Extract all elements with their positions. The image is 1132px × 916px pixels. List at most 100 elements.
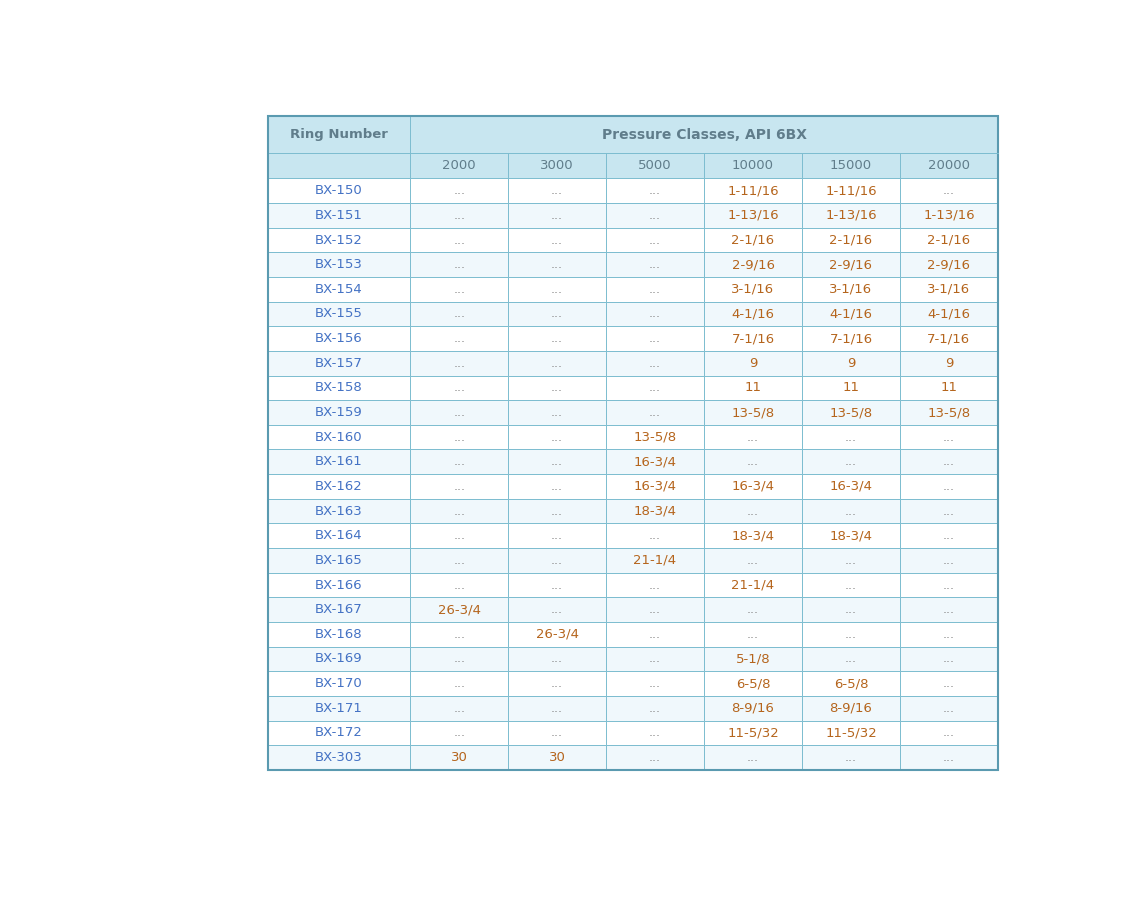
Text: 2-1/16: 2-1/16 (927, 234, 970, 246)
Bar (410, 277, 508, 301)
Text: 4-1/16: 4-1/16 (731, 308, 774, 321)
Bar (268, 671, 410, 696)
Bar (801, 228, 900, 253)
Text: ...: ... (551, 554, 563, 567)
Bar (268, 203, 410, 228)
Bar (801, 499, 900, 523)
Bar (508, 376, 606, 400)
Text: BX-172: BX-172 (315, 726, 363, 739)
Text: ...: ... (453, 627, 465, 641)
Bar (606, 153, 704, 179)
Text: 1-13/16: 1-13/16 (727, 209, 779, 222)
Bar (900, 153, 998, 179)
Bar (508, 425, 606, 450)
Text: 2000: 2000 (443, 159, 475, 172)
Bar (606, 499, 704, 523)
Bar (801, 572, 900, 597)
Text: 9: 9 (945, 356, 953, 370)
Bar (268, 425, 410, 450)
Text: ...: ... (844, 652, 857, 665)
Text: ...: ... (551, 702, 563, 714)
Text: ...: ... (649, 579, 661, 592)
Bar (900, 179, 998, 203)
Bar (268, 277, 410, 301)
Bar (801, 203, 900, 228)
Bar (508, 499, 606, 523)
Bar (900, 622, 998, 647)
Bar (801, 474, 900, 499)
Bar (268, 116, 998, 769)
Bar (900, 499, 998, 523)
Bar (900, 721, 998, 746)
Bar (704, 696, 801, 721)
Text: ...: ... (551, 455, 563, 468)
Text: BX-168: BX-168 (315, 627, 363, 641)
Bar (268, 548, 410, 572)
Text: 11: 11 (745, 381, 762, 395)
Bar (410, 450, 508, 474)
Bar (410, 746, 508, 769)
Text: 26-3/4: 26-3/4 (438, 603, 481, 616)
Text: BX-150: BX-150 (315, 184, 363, 197)
Bar (410, 597, 508, 622)
Text: 21-1/4: 21-1/4 (731, 579, 774, 592)
Text: ...: ... (453, 554, 465, 567)
Bar (704, 572, 801, 597)
Bar (704, 671, 801, 696)
Text: ...: ... (649, 627, 661, 641)
Bar (410, 203, 508, 228)
Bar (606, 622, 704, 647)
Bar (268, 746, 410, 769)
Text: ...: ... (844, 431, 857, 443)
Bar (268, 301, 410, 326)
Bar (606, 746, 704, 769)
Text: 18-3/4: 18-3/4 (830, 529, 873, 542)
Text: ...: ... (551, 652, 563, 665)
Text: ...: ... (649, 702, 661, 714)
Bar (801, 326, 900, 351)
Bar (704, 351, 801, 376)
Bar (606, 253, 704, 277)
Text: ...: ... (943, 579, 955, 592)
Bar (410, 326, 508, 351)
Text: BX-161: BX-161 (315, 455, 363, 468)
Bar (508, 671, 606, 696)
Text: ...: ... (649, 603, 661, 616)
Text: ...: ... (747, 603, 758, 616)
Text: 11: 11 (941, 381, 958, 395)
Text: BX-153: BX-153 (315, 258, 363, 271)
Bar (704, 499, 801, 523)
Bar (508, 301, 606, 326)
Bar (704, 450, 801, 474)
Text: ...: ... (943, 702, 955, 714)
Bar (410, 572, 508, 597)
Text: ...: ... (844, 554, 857, 567)
Text: 2-9/16: 2-9/16 (731, 258, 774, 271)
Bar (801, 301, 900, 326)
Text: ...: ... (649, 652, 661, 665)
Text: ...: ... (649, 751, 661, 764)
Text: BX-151: BX-151 (315, 209, 363, 222)
Text: BX-155: BX-155 (315, 308, 363, 321)
Text: ...: ... (453, 283, 465, 296)
Bar (704, 425, 801, 450)
Bar (801, 622, 900, 647)
Bar (268, 400, 410, 425)
Text: ...: ... (747, 431, 758, 443)
Text: ...: ... (747, 505, 758, 518)
Bar (801, 696, 900, 721)
Text: ...: ... (453, 480, 465, 493)
Text: ...: ... (844, 455, 857, 468)
Text: 18-3/4: 18-3/4 (634, 505, 677, 518)
Text: ...: ... (551, 209, 563, 222)
Text: 2-9/16: 2-9/16 (830, 258, 873, 271)
Bar (704, 647, 801, 671)
Text: ...: ... (649, 234, 661, 246)
Bar (508, 203, 606, 228)
Bar (410, 376, 508, 400)
Bar (801, 253, 900, 277)
Text: ...: ... (453, 455, 465, 468)
Text: ...: ... (453, 677, 465, 690)
Bar (801, 523, 900, 548)
Bar (704, 597, 801, 622)
